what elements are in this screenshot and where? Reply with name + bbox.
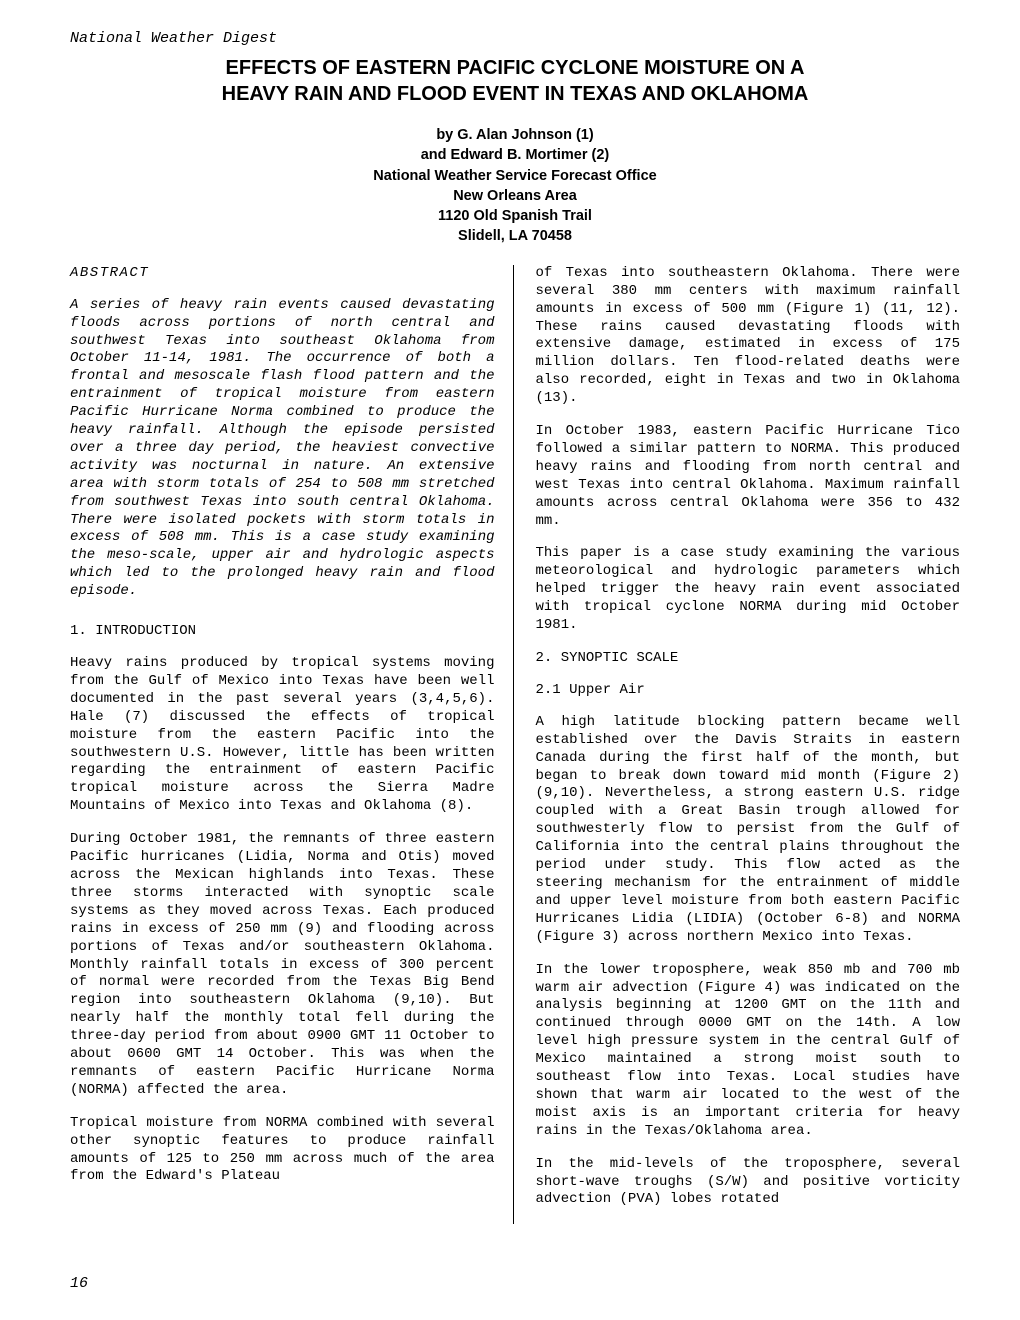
col2-paragraph-3: This paper is a case study examining the… [536, 545, 961, 635]
two-column-content: ABSTRACT A series of heavy rain events c… [70, 265, 960, 1225]
synoptic-paragraph-3: In the mid-levels of the troposphere, se… [536, 1156, 961, 1210]
abstract-text: A series of heavy rain events caused dev… [70, 297, 495, 601]
col2-paragraph-2: In October 1983, eastern Pacific Hurrica… [536, 423, 961, 530]
section-1-heading: 1. INTRODUCTION [70, 623, 495, 641]
intro-paragraph-1: Heavy rains produced by tropical systems… [70, 655, 495, 816]
affiliation-1: National Weather Service Forecast Office [70, 166, 960, 186]
synoptic-paragraph-2: In the lower troposphere, weak 850 mb an… [536, 962, 961, 1141]
intro-paragraph-3: Tropical moisture from NORMA combined wi… [70, 1115, 495, 1187]
title-line-2: HEAVY RAIN AND FLOOD EVENT IN TEXAS AND … [222, 83, 809, 105]
title-line-1: EFFECTS OF EASTERN PACIFIC CYCLONE MOIST… [226, 57, 805, 79]
address-1: 1120 Old Spanish Trail [70, 206, 960, 226]
address-2: Slidell, LA 70458 [70, 226, 960, 246]
affiliation-2: New Orleans Area [70, 186, 960, 206]
intro-paragraph-2: During October 1981, the remnants of thr… [70, 831, 495, 1100]
left-column: ABSTRACT A series of heavy rain events c… [70, 265, 514, 1225]
author-line-1: by G. Alan Johnson (1) [70, 125, 960, 145]
journal-name: National Weather Digest [70, 30, 960, 47]
abstract-heading: ABSTRACT [70, 265, 495, 283]
section-2-1-heading: 2.1 Upper Air [536, 682, 961, 700]
col2-paragraph-1: of Texas into southeastern Oklahoma. The… [536, 265, 961, 408]
byline-block: by G. Alan Johnson (1) and Edward B. Mor… [70, 125, 960, 247]
page-number: 16 [70, 1275, 88, 1292]
synoptic-paragraph-1: A high latitude blocking pattern became … [536, 714, 961, 947]
author-line-2: and Edward B. Mortimer (2) [70, 145, 960, 165]
paper-title: EFFECTS OF EASTERN PACIFIC CYCLONE MOIST… [70, 55, 960, 107]
section-2-heading: 2. SYNOPTIC SCALE [536, 650, 961, 668]
right-column: of Texas into southeastern Oklahoma. The… [536, 265, 961, 1225]
